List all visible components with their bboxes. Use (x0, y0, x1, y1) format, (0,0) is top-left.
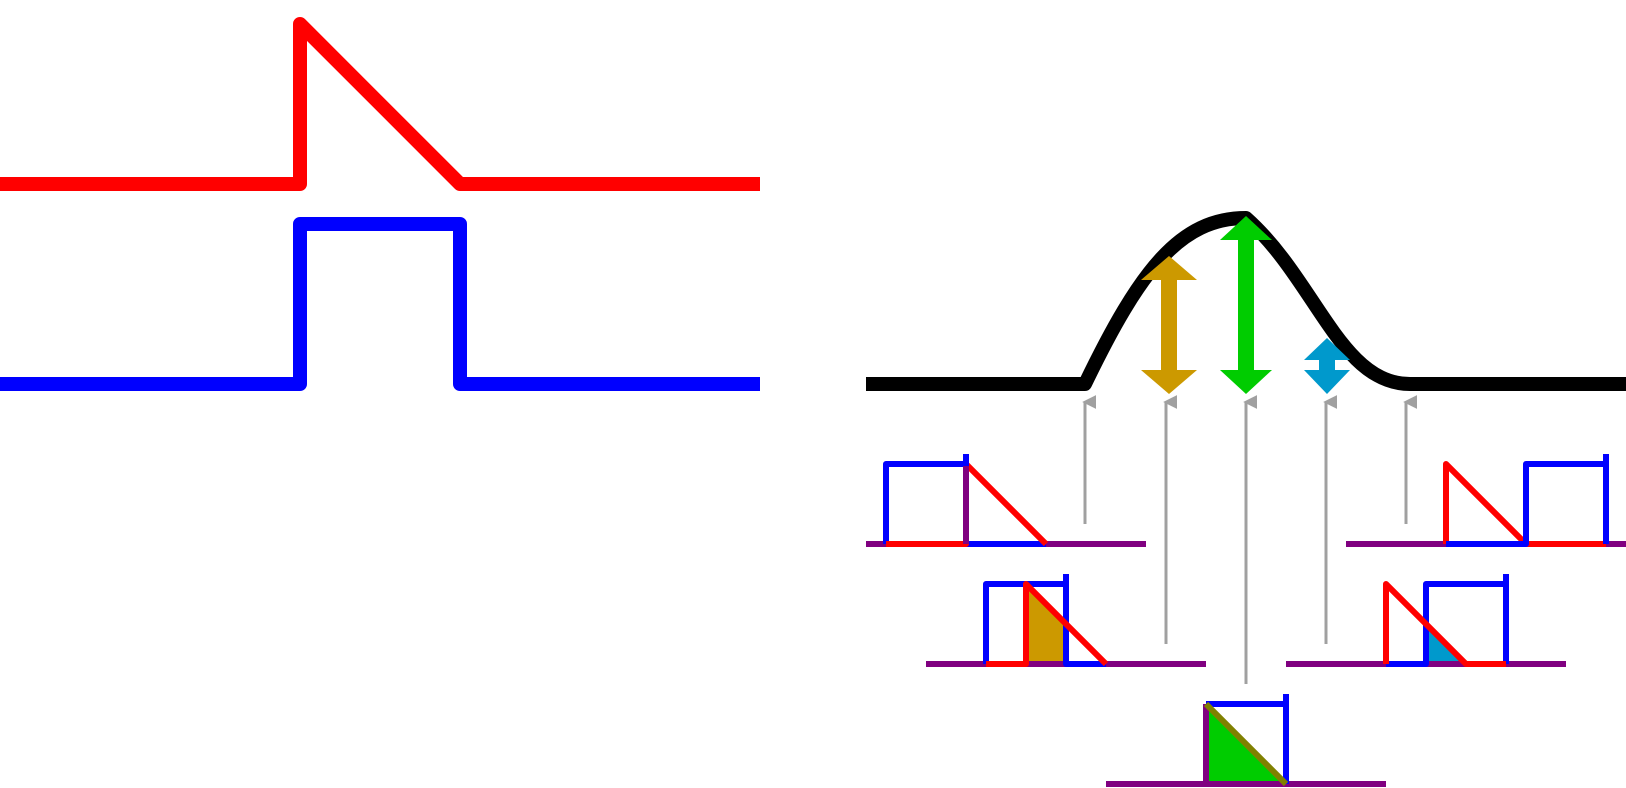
overlap-sample-4 (1286, 574, 1566, 667)
sawtooth-pulse (0, 17, 760, 191)
rectangular-pulse (0, 217, 760, 391)
left-panel (0, 17, 760, 391)
overlap-sample-3 (1106, 694, 1386, 787)
overlap-arrow-left (1141, 256, 1197, 394)
guide-arrows (1082, 395, 1418, 684)
overlap-arrow-right (1304, 338, 1350, 394)
right-panel (866, 211, 1626, 787)
overlap-sample-5 (1346, 454, 1626, 547)
overlap-sample-2 (926, 574, 1206, 667)
overlap-arrow-center (1220, 216, 1272, 394)
overlap-sample-1 (866, 454, 1146, 547)
